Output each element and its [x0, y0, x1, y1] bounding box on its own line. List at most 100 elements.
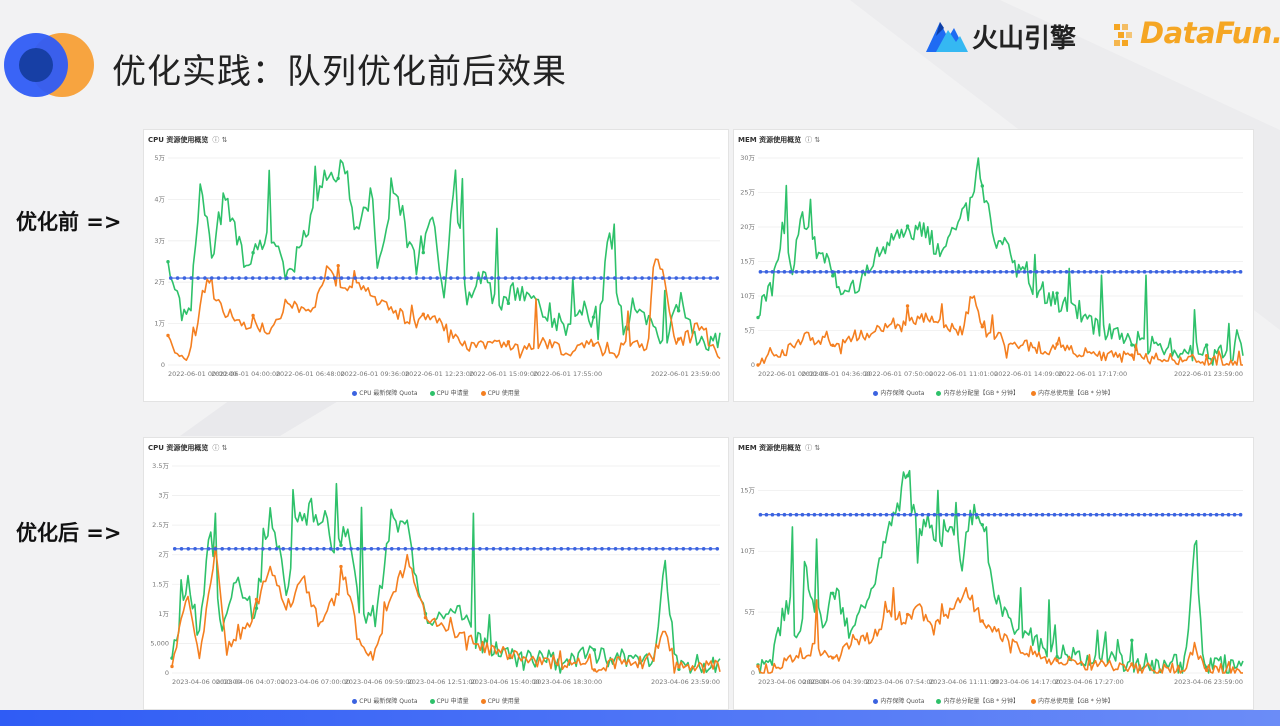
quota-series-point — [914, 270, 919, 274]
quota-series-point — [193, 547, 197, 551]
quota-series-point — [1076, 270, 1081, 274]
usage-series-line-point — [831, 656, 835, 660]
quota-series-point — [298, 276, 303, 280]
info-sort-icon[interactable]: ⓘ ⇅ — [805, 444, 821, 452]
quota-series-point — [1148, 512, 1153, 517]
usage-series-line-point — [980, 619, 985, 623]
usage-series-line-point — [1204, 354, 1209, 358]
y-tick-label: 3万 — [154, 237, 165, 245]
quota-series-point — [544, 276, 549, 280]
quota-series-point — [1058, 270, 1063, 274]
quota-series-point — [968, 270, 973, 274]
quota-series-point — [1094, 512, 1099, 517]
quota-series-point — [586, 547, 591, 551]
quota-series-point — [539, 547, 543, 551]
x-tick-label: 2023-04-06 23:59:00 — [651, 678, 720, 686]
quota-series-point — [866, 512, 871, 517]
quota-series-point — [1232, 270, 1237, 274]
usage-series-line-point — [756, 363, 760, 367]
legend-item[interactable]: CPU 申请量 — [429, 698, 469, 705]
quota-series-point — [926, 270, 931, 274]
quota-series-point — [647, 547, 652, 551]
info-sort-icon[interactable]: ⓘ ⇅ — [212, 444, 228, 452]
quota-series-point — [571, 276, 576, 280]
chart-panel-before-mem: MEM 资源使用概览 ⓘ ⇅ 0 5万 10万 15万 20万 25万 30万 2022-06-… — [733, 129, 1254, 402]
quota-series-point — [932, 512, 937, 517]
quota-series-point — [626, 276, 631, 280]
legend-item[interactable]: 内存总分配量【GB * 分钟】 — [936, 698, 1019, 705]
legend-label: CPU 最新保障 Quota — [359, 390, 418, 397]
quota-series-point — [800, 512, 805, 517]
y-tick-label: 2万 — [154, 278, 165, 286]
quota-series-point — [1124, 270, 1129, 274]
quota-series-point — [1040, 512, 1045, 517]
x-tick-label: 2022-06-01 23:59:00 — [651, 370, 720, 378]
x-tick-label: 2022-06-01 06:48:00 — [276, 370, 345, 378]
legend-item[interactable]: 内存总分配量【GB * 分钟】 — [936, 390, 1019, 397]
quota-series-point — [770, 270, 775, 274]
legend-dot-icon — [480, 391, 486, 396]
legend-item[interactable]: 内存总使用量【GB * 分钟】 — [1031, 698, 1114, 705]
x-tick-label: 2023-04-06 18:30:00 — [533, 678, 602, 686]
quota-series-point — [578, 276, 583, 280]
quota-series-point — [505, 547, 509, 551]
legend-item[interactable]: CPU 最新保障 Quota — [352, 390, 418, 397]
quota-series-point — [1202, 512, 1207, 517]
info-sort-icon[interactable]: ⓘ ⇅ — [805, 136, 821, 144]
quota-series-point — [950, 270, 955, 274]
quota-series-point — [247, 547, 252, 551]
quota-series-point — [1004, 270, 1009, 274]
quota-series-point — [715, 547, 720, 551]
quota-series-point — [421, 276, 426, 280]
legend-item[interactable]: CPU 使用量 — [480, 698, 520, 705]
info-sort-icon[interactable]: ⓘ ⇅ — [212, 136, 228, 144]
quota-series-point — [244, 276, 248, 280]
quota-series-point — [565, 276, 569, 280]
quota-series-point — [353, 276, 357, 280]
request-series-line-point — [421, 250, 425, 255]
quota-series-point — [860, 270, 865, 274]
quota-series-point — [449, 276, 453, 280]
request-series-line-point — [1130, 343, 1134, 347]
request-series-line-point — [980, 523, 985, 527]
request-series-line-point — [831, 591, 835, 595]
quota-series-point — [417, 547, 421, 551]
quota-series-point — [295, 547, 299, 551]
quota-series-point — [914, 512, 919, 517]
quota-series-point — [410, 547, 414, 551]
quota-series-point — [974, 512, 979, 517]
quota-series-point — [1220, 270, 1225, 274]
quota-series-point — [1124, 512, 1129, 517]
footer-bar — [0, 710, 1280, 726]
request-series-line-point — [1055, 291, 1059, 295]
quota-series-point — [788, 512, 793, 517]
quota-series-point — [872, 512, 877, 517]
label-before: 优化前 => — [16, 210, 122, 234]
y-tick-label: 15万 — [740, 486, 755, 494]
quota-series-point — [1118, 512, 1123, 517]
request-series-line-point — [251, 251, 255, 255]
chart-title-text: MEM 资源使用概览 — [738, 136, 802, 144]
usage-series-line-point — [166, 333, 170, 338]
legend-item[interactable]: CPU 最新保障 Quota — [352, 698, 418, 705]
chart-title-text: CPU 资源使用概览 — [148, 444, 209, 452]
x-tick-label: 2023-04-06 17:27:00 — [1055, 678, 1124, 686]
legend-item[interactable]: 内存保障 Quota — [873, 698, 924, 705]
quota-series-point — [491, 547, 496, 551]
legend-item[interactable]: CPU 使用量 — [480, 390, 520, 397]
quota-series-point — [1136, 512, 1141, 517]
x-tick-label: 2022-06-01 17:17:00 — [1058, 370, 1127, 378]
quota-series-point — [1010, 512, 1015, 517]
legend-item[interactable]: 内存总使用量【GB * 分钟】 — [1031, 390, 1114, 397]
quota-series-point — [1070, 270, 1075, 274]
legend-item[interactable]: 内存保障 Quota — [873, 390, 924, 397]
quota-series-point — [902, 270, 907, 274]
quota-series-point — [285, 276, 289, 280]
legend-item[interactable]: CPU 申请量 — [429, 390, 469, 397]
usage-series-line — [171, 546, 721, 674]
quota-series-point — [854, 270, 859, 274]
quota-series-point — [1058, 512, 1063, 517]
quota-series-point — [525, 547, 530, 551]
